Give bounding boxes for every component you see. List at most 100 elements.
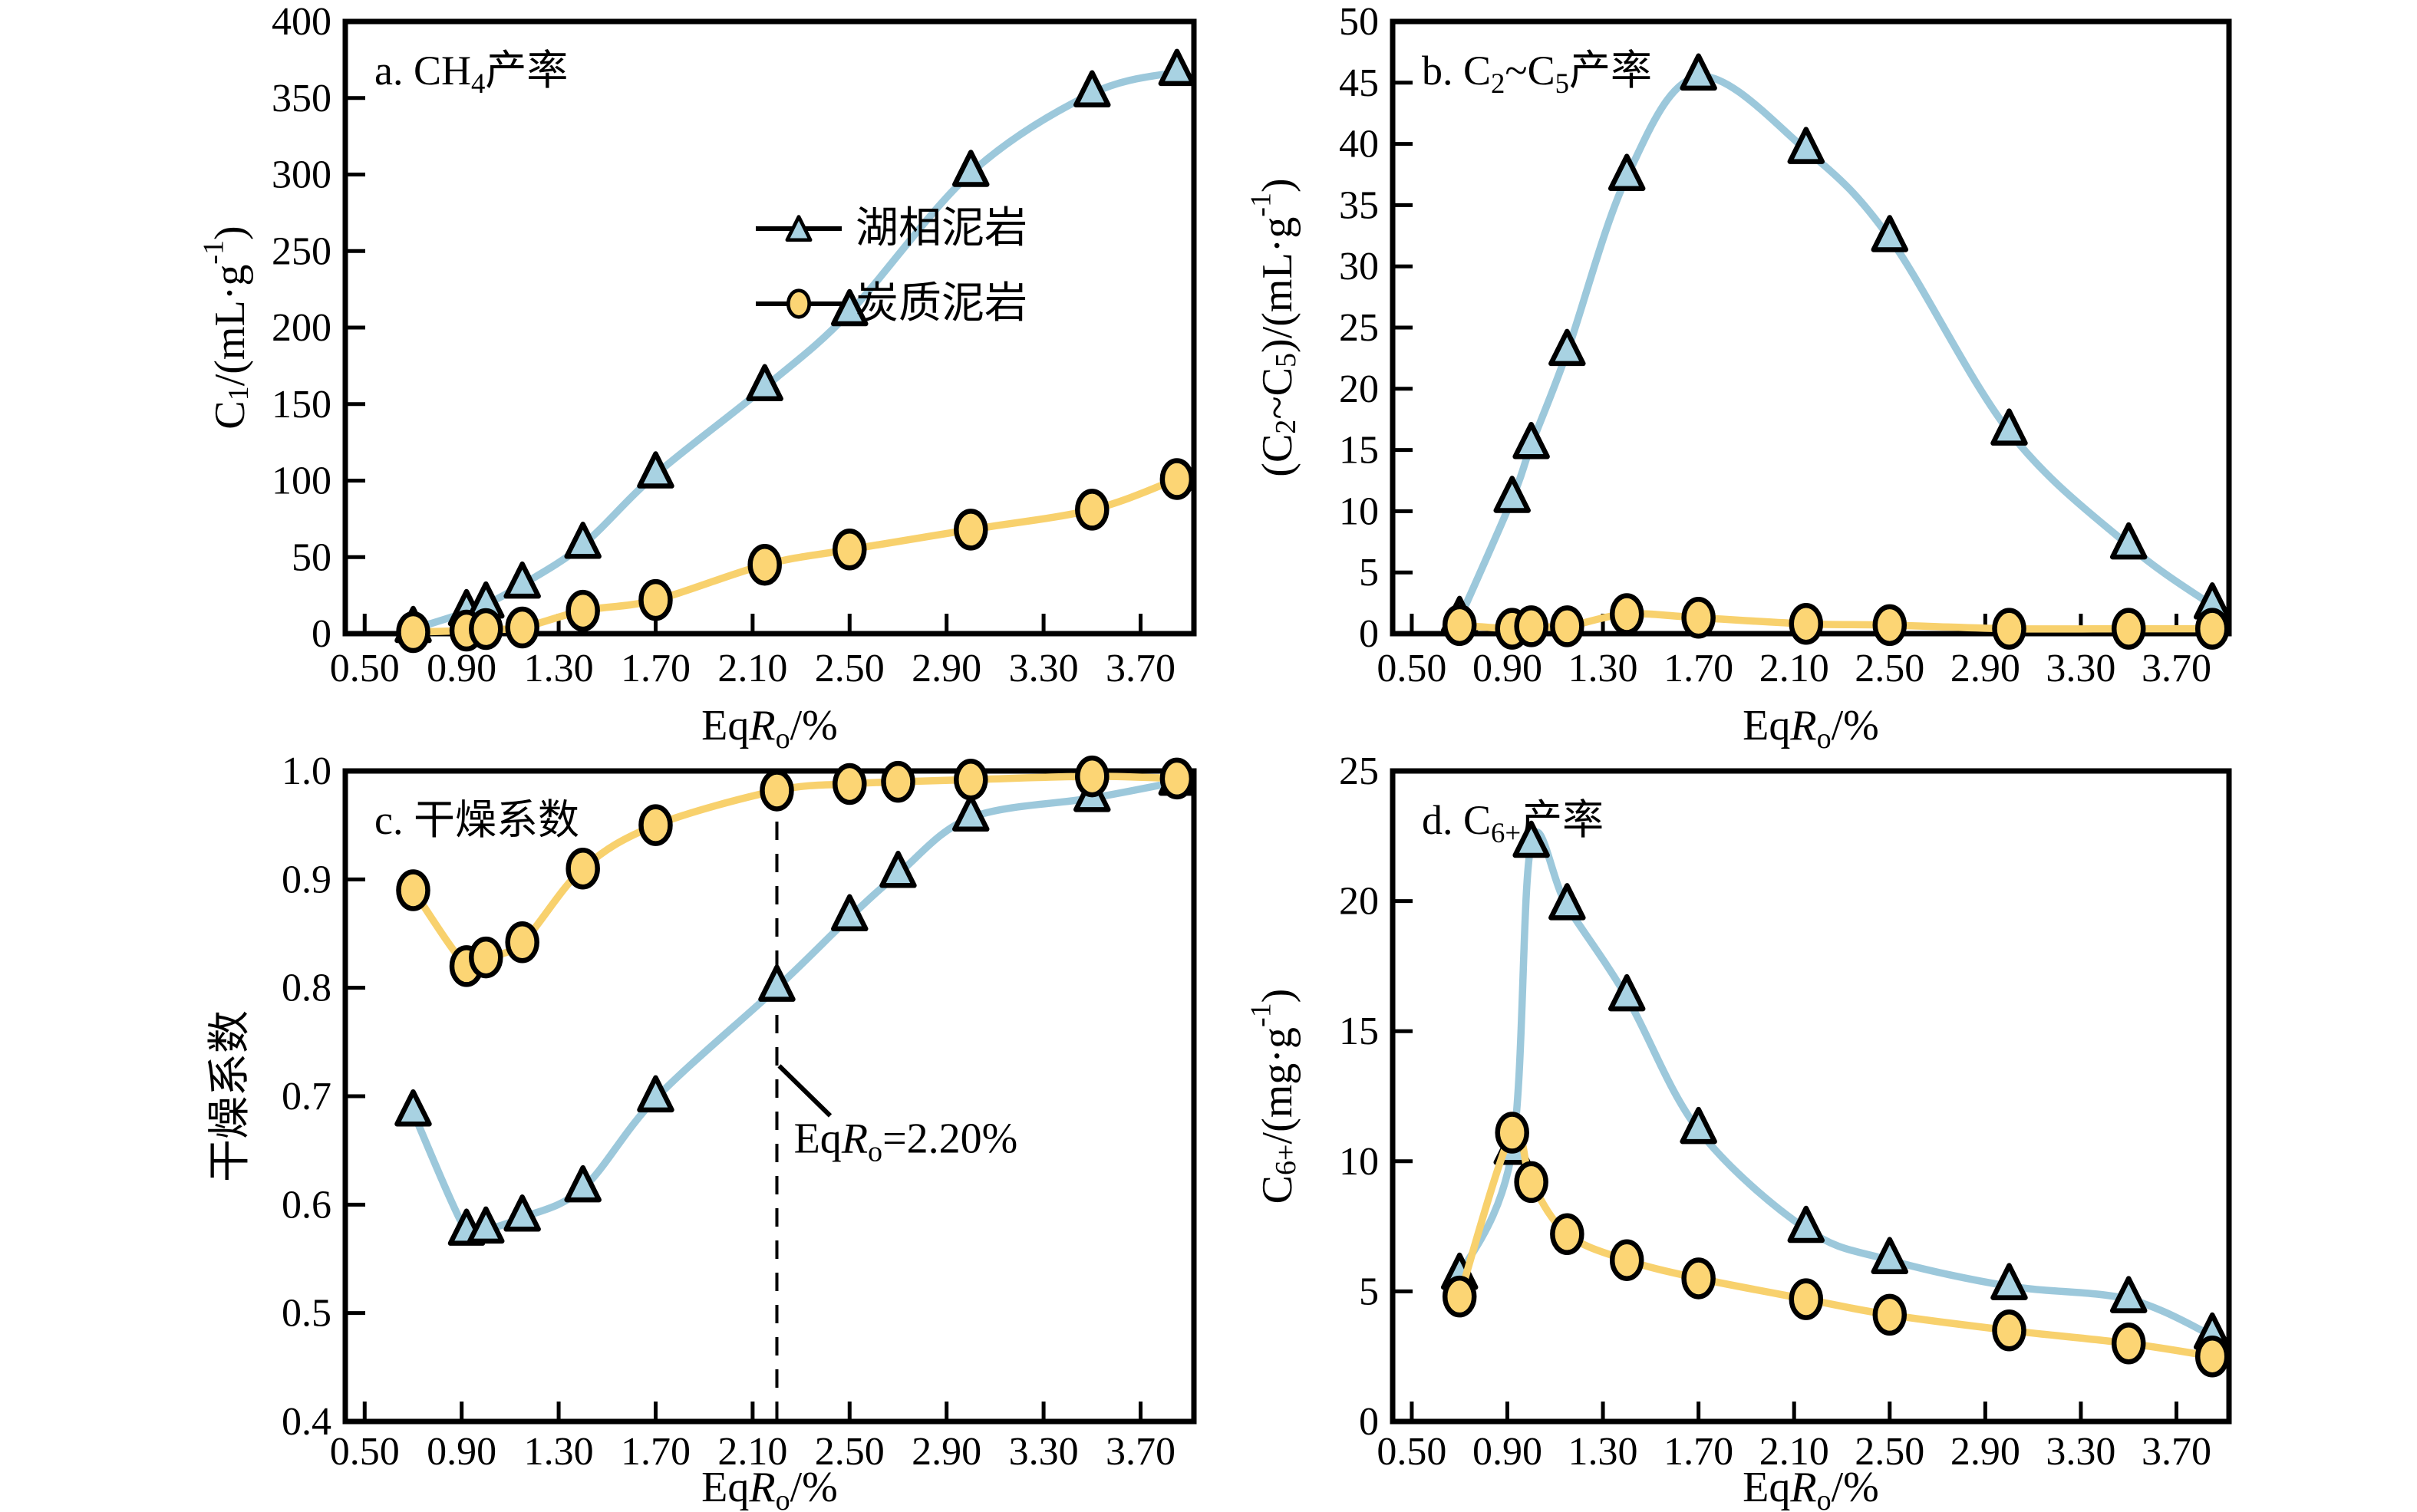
- y-tick-label: 200: [272, 306, 331, 350]
- y-tick-label: 350: [272, 76, 331, 120]
- y-tick-label: 0.7: [282, 1075, 331, 1118]
- y-tick-label: 0.8: [282, 966, 331, 1010]
- marker-triangle-lacustrine-mudstone: [564, 522, 602, 559]
- y-tick-label: 50: [1339, 0, 1379, 44]
- marker-circle-carbonaceous-mudstone: [1789, 1278, 1824, 1320]
- marker-triangle-lacustrine-mudstone: [1787, 1205, 1825, 1244]
- x-tick-label: 2.10: [717, 1430, 787, 1474]
- x-axis-label: EqRo/%: [701, 702, 838, 755]
- y-tick-label: 45: [1339, 61, 1379, 104]
- marker-circle-carbonaceous-mudstone: [1872, 604, 1908, 647]
- marker-circle-carbonaceous-mudstone: [1159, 458, 1195, 500]
- axis-box: [342, 768, 1197, 1425]
- marker-circle-carbonaceous-mudstone: [954, 509, 988, 551]
- marker-triangle-lacustrine-mudstone: [1787, 127, 1825, 164]
- x-tick-label: 0.90: [427, 647, 496, 690]
- legend-label-lacustrine-mudstone: 湖相泥岩: [856, 205, 1027, 252]
- marker-circle-carbonaceous-mudstone: [833, 763, 867, 805]
- series-line-lacustrine-mudstone: [409, 68, 1181, 633]
- marker-circle-carbonaceous-mudstone-legend: [786, 288, 812, 319]
- marker-circle-carbonaceous-mudstone: [1550, 605, 1584, 647]
- axis-box: [1390, 18, 2232, 637]
- marker-triangle-lacustrine-mudstone: [1158, 48, 1196, 87]
- marker-triangle-lacustrine-mudstone-legend: [785, 215, 813, 242]
- marker-triangle-lacustrine-mudstone: [1990, 1263, 2028, 1300]
- marker-circle-carbonaceous-mudstone: [2111, 1322, 2146, 1365]
- marker-circle-carbonaceous-mudstone: [469, 608, 503, 651]
- chart-panel-d: 0.50 0.90 1.30 1.70 2.10 2.50 2.90 3.30 3.70 0 5 10…: [1245, 749, 2232, 1512]
- marker-circle-carbonaceous-mudstone: [1789, 602, 1824, 645]
- axis-box: [1390, 768, 2232, 1425]
- y-tick-label: 5: [1359, 551, 1379, 595]
- marker-circle-carbonaceous-mudstone: [1609, 593, 1644, 635]
- marker-circle-carbonaceous-mudstone: [2111, 608, 2146, 650]
- y-axis-label-group: (C2~C5)/(mL·g-1): [1245, 178, 1302, 476]
- marker-triangle-lacustrine-mudstone: [952, 150, 990, 187]
- x-tick-label: 0.50: [330, 1430, 400, 1474]
- marker-circle-carbonaceous-mudstone: [1992, 608, 2026, 650]
- x-tick-label: 2.90: [1950, 1430, 2020, 1474]
- x-tick-label: 0.90: [1472, 647, 1542, 690]
- y-tick-label: 25: [1339, 306, 1379, 350]
- marker-circle-carbonaceous-mudstone: [396, 869, 430, 911]
- marker-triangle-lacustrine-mudstone: [879, 851, 917, 888]
- panel-title: a. CH4产率: [374, 48, 568, 99]
- marker-triangle-lacustrine-mudstone: [831, 288, 869, 327]
- marker-triangle-lacustrine-mudstone: [467, 1206, 505, 1244]
- annotation-pointer-line: [777, 1064, 833, 1118]
- marker-circle-carbonaceous-mudstone: [1075, 755, 1110, 798]
- y-axis-label-group: C1/(mL·g-1): [198, 226, 255, 429]
- marker-triangle-lacustrine-mudstone: [758, 964, 796, 1002]
- figure-row-top: 0.50 0.90 1.30 1.70 2.10 2.50 2.90 3.30 3.70 0 50 1…: [198, 0, 2232, 755]
- marker-triangle-lacustrine-mudstone: [2109, 522, 2148, 560]
- x-tick-label: 2.10: [1759, 1430, 1829, 1474]
- axis-box: [342, 18, 1197, 637]
- figure-row-bottom: 0.50 0.90 1.30 1.70 2.10 2.50 2.90 3.30 3.70 0.4 0…: [0, 749, 2417, 1512]
- marker-circle-carbonaceous-mudstone: [881, 760, 915, 803]
- marker-circle-carbonaceous-mudstone: [1159, 757, 1195, 800]
- marker-circle-carbonaceous-mudstone: [1992, 1309, 2026, 1352]
- marker-circle-carbonaceous-mudstone: [1550, 1213, 1584, 1256]
- marker-circle-carbonaceous-mudstone: [1681, 1257, 1716, 1300]
- marker-circle-carbonaceous-mudstone: [1514, 1161, 1548, 1204]
- y-tick-label: 1.0: [282, 749, 331, 793]
- marker-triangle-lacustrine-mudstone: [1871, 1237, 1909, 1274]
- y-tick-label: 30: [1339, 245, 1379, 288]
- y-axis-label-group: C6+/(mg·g-1): [1245, 989, 1302, 1204]
- y-axis-label: C6+/(mg·g-1): [1245, 989, 1302, 1204]
- marker-triangle-lacustrine-mudstone: [2109, 1276, 2148, 1313]
- y-axis-label-group: 干燥系数: [206, 1010, 254, 1182]
- y-tick-label: 20: [1339, 367, 1379, 410]
- y-tick-label: 10: [1339, 1139, 1379, 1183]
- marker-circle-carbonaceous-mudstone: [505, 921, 539, 964]
- x-tick-label: 2.90: [912, 647, 981, 690]
- y-tick-label: 300: [272, 153, 331, 196]
- marker-triangle-lacustrine-mudstone: [564, 1164, 602, 1203]
- y-tick-label: 0.6: [282, 1183, 331, 1227]
- x-tick-label: 3.70: [1106, 1430, 1176, 1474]
- marker-triangle-lacustrine-mudstone: [831, 894, 869, 932]
- x-tick-label: 3.30: [2046, 1430, 2115, 1474]
- x-tick-label: 2.50: [815, 1430, 885, 1474]
- marker-triangle-lacustrine-mudstone: [394, 1089, 432, 1127]
- marker-circle-carbonaceous-mudstone: [760, 769, 794, 812]
- x-tick-label: 2.90: [912, 1430, 981, 1474]
- marker-circle-carbonaceous-mudstone: [505, 606, 539, 649]
- y-tick-label: 150: [272, 382, 331, 426]
- x-tick-label: 1.30: [524, 1430, 594, 1474]
- x-tick-label: 0.50: [330, 647, 400, 690]
- x-tick-label: 3.30: [1009, 1430, 1079, 1474]
- marker-circle-carbonaceous-mudstone: [1442, 604, 1477, 647]
- marker-triangle-lacustrine-mudstone: [1607, 973, 1646, 1012]
- y-tick-label: 5: [1359, 1270, 1379, 1313]
- x-tick-label: 0.50: [1377, 647, 1446, 690]
- x-tick-label: 0.90: [1472, 1430, 1542, 1474]
- marker-triangle-lacustrine-mudstone: [1512, 820, 1550, 858]
- x-tick-label: 1.30: [524, 647, 594, 690]
- y-tick-label: 35: [1339, 183, 1379, 227]
- marker-triangle-lacustrine-mudstone: [1548, 883, 1586, 921]
- x-tick-label: 2.50: [1855, 647, 1924, 690]
- y-axis-label: C1/(mL·g-1): [198, 226, 255, 429]
- y-tick-label: 250: [272, 229, 331, 273]
